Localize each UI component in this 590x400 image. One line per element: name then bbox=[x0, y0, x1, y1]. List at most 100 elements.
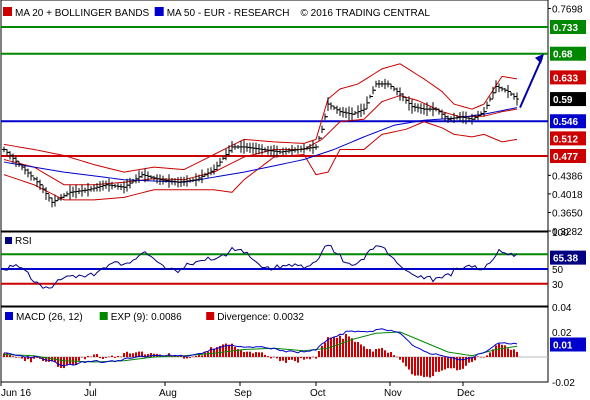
macd-divergence-bar bbox=[261, 352, 263, 357]
macd-divergence-bar bbox=[420, 357, 422, 376]
macd-divergence-bar bbox=[63, 357, 65, 369]
price-tag-label: 0.733 bbox=[553, 23, 578, 34]
price-y-tick-label: 0.7698 bbox=[552, 4, 583, 15]
macd-divergence-bar bbox=[81, 357, 83, 358]
macd-divergence-bar bbox=[354, 341, 356, 357]
macd-divergence-bar bbox=[207, 351, 209, 357]
price-tag bbox=[550, 20, 586, 35]
price-tag-label: 0.512 bbox=[553, 134, 578, 145]
macd-divergence-bar bbox=[414, 357, 416, 376]
macd-divergence-bar bbox=[312, 356, 314, 358]
macd-divergence-bar bbox=[438, 357, 440, 372]
macd-divergence-bar bbox=[144, 354, 146, 357]
macd-legend-label: EXP (9): 0.0086 bbox=[111, 312, 182, 323]
macd-divergence-bar bbox=[177, 356, 179, 357]
macd-divergence-bar bbox=[303, 357, 305, 360]
macd-divergence-bar bbox=[366, 348, 368, 357]
macd-divergence-bar bbox=[141, 351, 143, 357]
macd-divergence-bar bbox=[150, 353, 152, 357]
macd-divergence-bar bbox=[267, 356, 269, 357]
macd-divergence-bar bbox=[384, 350, 386, 357]
price-tag bbox=[550, 114, 586, 129]
macd-divergence-bar bbox=[378, 348, 380, 357]
macd-divergence-bar bbox=[510, 349, 512, 357]
macd-divergence-bar bbox=[402, 357, 404, 363]
macd-divergence-bar bbox=[516, 351, 518, 357]
macd-divergence-bar bbox=[114, 357, 116, 358]
macd-divergence-bar bbox=[339, 335, 341, 357]
macd-divergence-bar bbox=[57, 357, 59, 367]
macd-divergence-bar bbox=[345, 333, 347, 357]
macd-divergence-bar bbox=[408, 357, 410, 370]
macd-divergence-bar bbox=[120, 356, 122, 358]
macd-divergence-bar bbox=[327, 337, 329, 357]
macd-divergence-bar bbox=[90, 356, 92, 358]
macd-legend-swatch bbox=[99, 312, 108, 320]
legend-label: MA 20 + BOLLINGER BANDS bbox=[15, 8, 150, 19]
macd-divergence-bar bbox=[429, 357, 431, 378]
macd-divergence-bar bbox=[231, 343, 233, 357]
macd-divergence-bar bbox=[216, 347, 218, 357]
rsi-legend-swatch bbox=[5, 237, 12, 244]
macd-divergence-bar bbox=[483, 357, 485, 358]
macd-divergence-bar bbox=[60, 357, 62, 368]
macd-divergence-bar bbox=[342, 338, 344, 357]
macd-divergence-bar bbox=[234, 346, 236, 357]
macd-divergence-bar bbox=[393, 355, 395, 357]
macd-divergence-bar bbox=[369, 349, 371, 357]
macd-divergence-bar bbox=[405, 357, 407, 367]
macd-divergence-bar bbox=[306, 357, 308, 359]
macd-divergence-bar bbox=[381, 347, 383, 357]
macd-divergence-bar bbox=[129, 353, 131, 357]
legend-swatch bbox=[3, 7, 12, 16]
x-axis-label: Nov bbox=[384, 388, 402, 399]
macd-divergence-bar bbox=[474, 357, 476, 361]
macd-divergence-bar bbox=[195, 355, 197, 357]
macd-divergence-bar bbox=[33, 357, 35, 359]
macd-divergence-bar bbox=[423, 357, 425, 378]
price-tag-label: 0.633 bbox=[553, 73, 578, 84]
macd-divergence-bar bbox=[258, 352, 260, 357]
price-tag bbox=[550, 149, 586, 164]
macd-divergence-bar bbox=[450, 357, 452, 369]
macd-divergence-bar bbox=[435, 357, 437, 372]
macd-divergence-bar bbox=[3, 353, 5, 357]
bollinger-lower-line bbox=[3, 121, 518, 201]
x-axis-label: Oct bbox=[310, 388, 326, 399]
price-tag bbox=[550, 46, 586, 61]
macd-line bbox=[3, 328, 518, 367]
macd-divergence-bar bbox=[225, 343, 227, 357]
price-tag bbox=[550, 131, 586, 146]
macd-divergence-bar bbox=[459, 357, 461, 370]
macd-divergence-bar bbox=[321, 345, 323, 357]
macd-divergence-bar bbox=[186, 357, 188, 359]
rsi-tag bbox=[550, 250, 586, 265]
macd-divergence-bar bbox=[363, 346, 365, 357]
macd-divergence-bar bbox=[84, 357, 86, 360]
macd-divergence-bar bbox=[456, 357, 458, 371]
macd-divergence-bar bbox=[462, 357, 464, 369]
macd-divergence-bar bbox=[12, 356, 14, 357]
macd-divergence-bar bbox=[297, 357, 299, 363]
macd-divergence-bar bbox=[351, 338, 353, 357]
macd-divergence-bar bbox=[21, 357, 23, 359]
projection-arrow bbox=[519, 57, 543, 109]
macd-divergence-bar bbox=[243, 351, 245, 357]
macd-divergence-bar bbox=[447, 357, 449, 369]
ma50-line bbox=[3, 107, 518, 183]
macd-divergence-bar bbox=[501, 344, 503, 357]
price-y-tick-label: 0.4386 bbox=[552, 171, 583, 182]
macd-divergence-bar bbox=[30, 357, 32, 363]
macd-divergence-bar bbox=[222, 344, 224, 357]
macd-divergence-bar bbox=[399, 357, 401, 360]
macd-divergence-bar bbox=[135, 352, 137, 357]
macd-divergence-bar bbox=[375, 349, 377, 357]
macd-divergence-bar bbox=[183, 357, 185, 359]
macd-divergence-bar bbox=[96, 353, 98, 357]
macd-divergence-bar bbox=[132, 353, 134, 357]
macd-divergence-bar bbox=[432, 357, 434, 377]
rsi-y-tick-label: 30 bbox=[552, 280, 564, 291]
macd-divergence-bar bbox=[210, 347, 212, 357]
macd-divergence-bar bbox=[105, 357, 107, 358]
